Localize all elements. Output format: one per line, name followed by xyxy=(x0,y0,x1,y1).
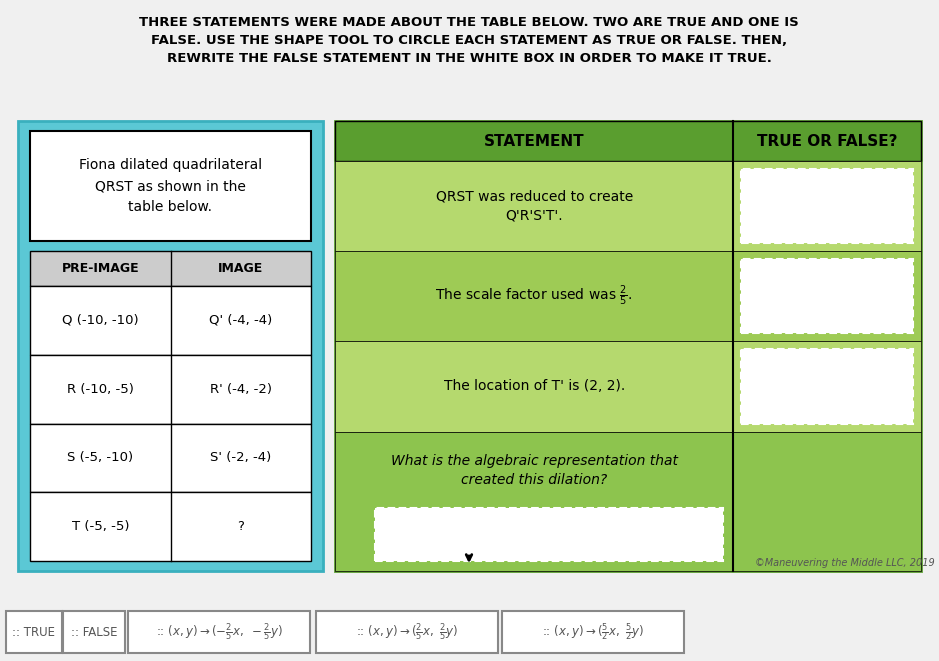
Text: :: $(x, y) \rightarrow (\frac{5}{2}x,\ \frac{5}{2}y)$: :: $(x, y) \rightarrow (\frac{5}{2}x,\ \… xyxy=(542,621,644,643)
Text: TRUE OR FALSE?: TRUE OR FALSE? xyxy=(757,134,898,149)
Text: THREE STATEMENTS WERE MADE ABOUT THE TABLE BELOW. TWO ARE TRUE AND ONE IS
FALSE.: THREE STATEMENTS WERE MADE ABOUT THE TAB… xyxy=(139,16,799,65)
Text: ?: ? xyxy=(238,520,244,533)
FancyBboxPatch shape xyxy=(63,611,125,653)
Text: S' (-2, -4): S' (-2, -4) xyxy=(210,451,271,465)
Text: Fiona dilated quadrilateral
QRST as shown in the
table below.: Fiona dilated quadrilateral QRST as show… xyxy=(79,159,262,214)
Bar xyxy=(335,161,921,251)
Text: Q (-10, -10): Q (-10, -10) xyxy=(62,314,139,327)
Text: What is the algebraic representation that
created this dilation?: What is the algebraic representation tha… xyxy=(391,454,678,487)
Bar xyxy=(335,121,921,161)
FancyBboxPatch shape xyxy=(742,169,913,243)
Text: STATEMENT: STATEMENT xyxy=(484,134,585,149)
FancyBboxPatch shape xyxy=(18,121,323,571)
Bar xyxy=(30,424,311,492)
Text: R' (-4, -2): R' (-4, -2) xyxy=(209,383,271,396)
Bar xyxy=(335,251,921,341)
Bar xyxy=(30,286,311,355)
Text: S (-5, -10): S (-5, -10) xyxy=(68,451,133,465)
Bar xyxy=(0,573,939,661)
Bar xyxy=(30,355,311,424)
FancyBboxPatch shape xyxy=(316,611,498,653)
Text: PRE-IMAGE: PRE-IMAGE xyxy=(61,262,139,275)
FancyBboxPatch shape xyxy=(375,508,723,561)
Text: The location of T' is (2, 2).: The location of T' is (2, 2). xyxy=(443,379,624,393)
FancyBboxPatch shape xyxy=(742,350,913,424)
Text: T (-5, -5): T (-5, -5) xyxy=(71,520,129,533)
FancyBboxPatch shape xyxy=(335,121,921,571)
Text: :: $(x, y) \rightarrow (\frac{2}{5}x,\ \frac{2}{5}y)$: :: $(x, y) \rightarrow (\frac{2}{5}x,\ \… xyxy=(356,621,458,643)
Text: :: TRUE: :: TRUE xyxy=(12,625,55,639)
FancyBboxPatch shape xyxy=(6,611,62,653)
Bar xyxy=(335,341,921,432)
Text: :: $(x, y) \rightarrow (-\frac{2}{5}x,\ -\frac{2}{5}y)$: :: $(x, y) \rightarrow (-\frac{2}{5}x,\ … xyxy=(156,621,283,643)
FancyBboxPatch shape xyxy=(502,611,684,653)
Text: QRST was reduced to create
Q'R'S'T'.: QRST was reduced to create Q'R'S'T'. xyxy=(436,189,633,223)
FancyBboxPatch shape xyxy=(128,611,310,653)
FancyBboxPatch shape xyxy=(30,131,311,241)
Text: Q' (-4, -4): Q' (-4, -4) xyxy=(209,314,272,327)
Text: The scale factor used was $\frac{2}{5}$.: The scale factor used was $\frac{2}{5}$. xyxy=(436,284,633,309)
FancyBboxPatch shape xyxy=(30,251,311,286)
FancyBboxPatch shape xyxy=(742,259,913,333)
Text: R (-10, -5): R (-10, -5) xyxy=(67,383,133,396)
Text: ©Maneuvering the Middle LLC, 2019: ©Maneuvering the Middle LLC, 2019 xyxy=(755,558,935,568)
Bar xyxy=(335,432,921,571)
Bar xyxy=(30,492,311,561)
Text: :: FALSE: :: FALSE xyxy=(70,625,117,639)
Text: IMAGE: IMAGE xyxy=(218,262,263,275)
